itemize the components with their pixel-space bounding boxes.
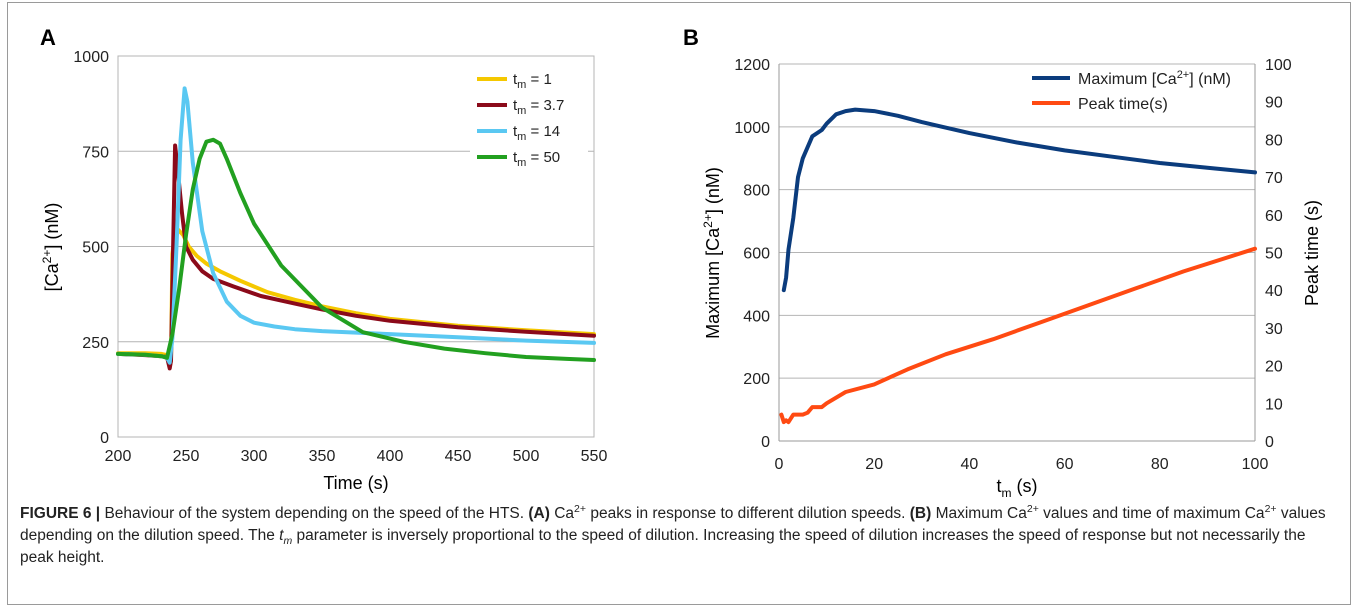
panel-b-grid — [779, 63, 1255, 442]
caption-sup: 2+ — [1264, 502, 1277, 515]
panel-a-x-ticks: 200 250 300 350 400 450 500 550 — [105, 448, 608, 465]
panel-b-y2-tick-label: 10 — [1265, 396, 1283, 413]
caption-text: peaks in response to different dilution … — [586, 505, 910, 522]
panel-b-x-tick-label: 80 — [1151, 456, 1169, 473]
panel-b-y2-tick-label: 100 — [1265, 57, 1292, 74]
panel-b-series — [779, 107, 1257, 425]
caption-param-sub: m — [283, 535, 293, 548]
caption-text: values and time of maximum Ca — [1038, 505, 1265, 522]
panel-a-y-tick-label: 250 — [82, 335, 109, 352]
panel-b-y-tick-label: 800 — [743, 183, 770, 200]
panel-a: A 0 250 500 750 1000 200 250 300 350 400 450 500 55… — [40, 25, 607, 493]
caption-text: Maximum Ca — [931, 505, 1027, 522]
caption-sup: 2+ — [574, 502, 587, 515]
panel-a-y-ticks: 0 250 500 750 1000 — [73, 49, 109, 447]
panel-b-y-axis-label: Maximum [Ca2+] (nM) — [701, 167, 723, 339]
figure-caption: FIGURE 6 | Behaviour of the system depen… — [20, 503, 1340, 569]
panel-b-legend-label: Maximum [Ca2+] (nM) — [1078, 69, 1231, 88]
panel-b-x-tick-label: 100 — [1242, 456, 1269, 473]
panel-a-y-tick-label: 0 — [100, 430, 109, 447]
panel-b-y2-tick-label: 90 — [1265, 95, 1283, 112]
panel-b-x-ticks: 0 20 40 60 80 100 — [775, 456, 1269, 473]
panel-a-legend-label: tm = 14 — [513, 123, 560, 143]
panel-b-y2-tick-label: 20 — [1265, 359, 1283, 376]
caption-text: Behaviour of the system depending on the… — [100, 505, 529, 522]
caption-panel-a-ref: (A) — [528, 505, 550, 522]
caption-panel-b-ref: (B) — [909, 505, 932, 522]
panel-a-x-tick-label: 450 — [445, 448, 472, 465]
panel-a-x-tick-label: 500 — [513, 448, 540, 465]
panel-b-y2-tick-label: 40 — [1265, 283, 1283, 300]
panel-a-legend-label: tm = 3.7 — [513, 97, 564, 117]
panel-a-x-tick-label: 400 — [377, 448, 404, 465]
panel-b-y2-axis-label: Peak time (s) — [1302, 200, 1322, 306]
panel-b-y-tick-label: 600 — [743, 246, 770, 263]
panel-b-y2-tick-label: 0 — [1265, 434, 1274, 451]
panel-a-y-axis-label: [Ca2+] (nM) — [40, 203, 62, 292]
panel-b-y-ticks: 0 200 400 600 800 1000 1200 — [734, 57, 770, 451]
caption-text: values depending on the dilution speed. … — [20, 505, 1326, 544]
panel-a-letter: A — [40, 25, 56, 50]
panel-b-y2-tick-label: 80 — [1265, 132, 1283, 149]
panel-a-x-tick-label: 300 — [241, 448, 268, 465]
panel-a-legend: tm = 1 tm = 3.7 tm = 14 tm = 50 — [470, 64, 588, 192]
panel-b-y-tick-label: 400 — [743, 308, 770, 325]
panel-b-y-tick-label: 200 — [743, 371, 770, 388]
panel-b-y-tick-label: 1200 — [734, 57, 770, 74]
panel-b-y-tick-label: 0 — [761, 434, 770, 451]
panel-b-x-tick-label: 40 — [961, 456, 979, 473]
panel-b-y2-tick-label: 30 — [1265, 321, 1283, 338]
panel-a-x-axis-label: Time (s) — [323, 473, 388, 493]
caption-figure-label: FIGURE 6 | — [20, 505, 101, 522]
panel-a-y-tick-label: 750 — [82, 144, 109, 161]
panel-a-legend-label: tm = 50 — [513, 149, 560, 169]
panel-a-x-tick-label: 550 — [581, 448, 608, 465]
panel-a-x-tick-label: 200 — [105, 448, 132, 465]
panel-a-legend-label: tm = 1 — [513, 71, 552, 91]
panel-b-y2-ticks: 0 10 20 30 40 50 60 70 80 90 100 — [1265, 57, 1292, 451]
panel-b-y2-tick-label: 70 — [1265, 170, 1283, 187]
panel-a-series-line-2 — [116, 143, 596, 371]
panel-a-y-tick-label: 500 — [82, 240, 109, 257]
panel-a-x-tick-label: 250 — [173, 448, 200, 465]
panel-b-legend-label: Peak time(s) — [1078, 96, 1168, 113]
panel-a-x-tick-label: 350 — [309, 448, 336, 465]
panel-b-x-tick-label: 20 — [865, 456, 883, 473]
caption-sup: 2+ — [1026, 502, 1039, 515]
panel-b-legend: Maximum [Ca2+] (nM) Peak time(s) — [1032, 69, 1231, 113]
panel-b-y2-tick-label: 60 — [1265, 208, 1283, 225]
caption-text: Ca — [549, 505, 575, 522]
panel-a-legend-bg — [470, 64, 588, 192]
panel-a-series-line-4 — [116, 137, 596, 362]
panel-b-series-line-1 — [781, 107, 1257, 293]
panel-b-series-line-2 — [779, 246, 1257, 425]
caption-text: parameter is inversely proportional to t… — [20, 527, 1306, 566]
panel-b-x-tick-label: 60 — [1056, 456, 1074, 473]
panel-b-letter: B — [683, 25, 699, 50]
panel-a-series — [116, 86, 596, 371]
panel-b-y-tick-label: 1000 — [734, 120, 770, 137]
panel-b-x-tick-label: 0 — [775, 456, 784, 473]
panel-b-y2-tick-label: 50 — [1265, 246, 1283, 263]
panel-b-x-axis-label: tm (s) — [996, 476, 1037, 500]
panel-a-y-tick-label: 1000 — [73, 49, 109, 66]
caption-param: t — [279, 527, 284, 544]
